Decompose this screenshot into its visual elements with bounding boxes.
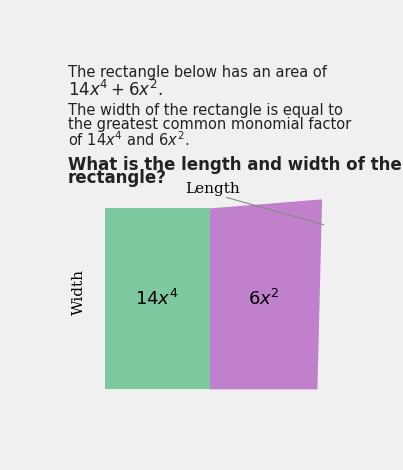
- Text: rectangle?: rectangle?: [68, 169, 166, 188]
- Text: $6x^2$: $6x^2$: [249, 289, 280, 309]
- Text: Length: Length: [185, 182, 240, 196]
- Text: $14x^4$: $14x^4$: [135, 289, 179, 309]
- Text: What is the length and width of the: What is the length and width of the: [68, 156, 401, 174]
- Bar: [105, 208, 210, 389]
- Text: of $14x^4$ and $6x^2$.: of $14x^4$ and $6x^2$.: [68, 130, 189, 149]
- Text: Width: Width: [71, 269, 85, 314]
- Text: The width of the rectangle is equal to: The width of the rectangle is equal to: [68, 103, 343, 118]
- Polygon shape: [210, 199, 322, 389]
- Text: The rectangle below has an area of: The rectangle below has an area of: [68, 65, 326, 80]
- Text: the greatest common monomial factor: the greatest common monomial factor: [68, 117, 351, 132]
- Text: $14x^4 + 6x^2$.: $14x^4 + 6x^2$.: [68, 80, 162, 100]
